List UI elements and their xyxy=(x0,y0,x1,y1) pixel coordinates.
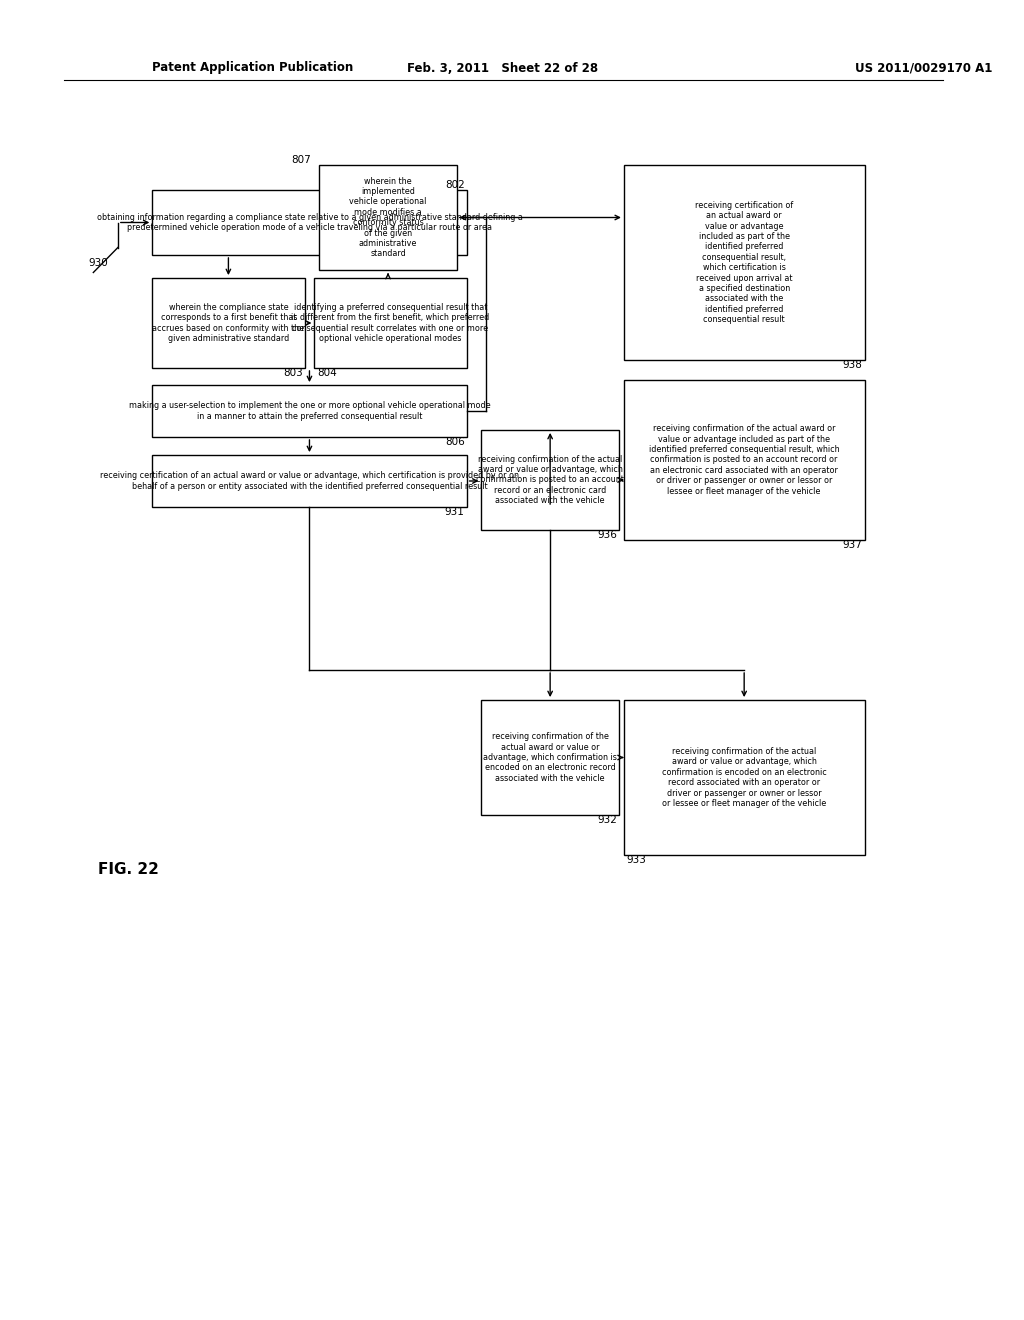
Text: 931: 931 xyxy=(444,507,465,517)
Text: 932: 932 xyxy=(597,814,616,825)
Text: receiving confirmation of the
actual award or value or
advantage, which confirma: receiving confirmation of the actual awa… xyxy=(483,733,617,783)
Text: making a user-selection to implement the one or more optional vehicle operationa: making a user-selection to implement the… xyxy=(129,401,490,421)
Text: receiving certification of an actual award or value or advantage, which certific: receiving certification of an actual awa… xyxy=(100,471,519,491)
Text: receiving confirmation of the actual
award or value or advantage, which
confirma: receiving confirmation of the actual awa… xyxy=(662,747,826,808)
Text: FIG. 22: FIG. 22 xyxy=(98,862,159,878)
Text: 936: 936 xyxy=(597,531,616,540)
Text: 806: 806 xyxy=(444,437,465,447)
Text: 804: 804 xyxy=(317,368,337,378)
Bar xyxy=(624,380,864,540)
Text: wherein the
implemented
vehicle operational
mode modifies a
conformity status
of: wherein the implemented vehicle operatio… xyxy=(349,177,427,259)
Bar xyxy=(481,700,618,814)
Bar xyxy=(624,165,864,360)
Text: identifying a preferred consequential result that
is different from the first be: identifying a preferred consequential re… xyxy=(292,302,489,343)
Text: 807: 807 xyxy=(292,154,311,165)
Text: 802: 802 xyxy=(444,180,465,190)
Bar xyxy=(624,700,864,855)
Bar xyxy=(153,279,304,368)
Bar xyxy=(153,455,467,507)
Bar xyxy=(153,190,467,255)
Bar xyxy=(481,430,618,531)
Text: 933: 933 xyxy=(627,855,646,865)
Text: US 2011/0029170 A1: US 2011/0029170 A1 xyxy=(855,62,992,74)
Bar xyxy=(319,165,457,271)
Text: receiving certification of
an actual award or
value or advantage
included as par: receiving certification of an actual awa… xyxy=(695,201,794,325)
Text: obtaining information regarding a compliance state relative to a given administr: obtaining information regarding a compli… xyxy=(96,213,522,232)
Text: 937: 937 xyxy=(843,540,862,550)
Text: 803: 803 xyxy=(283,368,302,378)
Text: wherein the compliance state
corresponds to a first benefit that
accrues based o: wherein the compliance state corresponds… xyxy=(153,302,304,343)
Text: receiving confirmation of the actual award or
value or advantage included as par: receiving confirmation of the actual awa… xyxy=(649,424,840,496)
Bar xyxy=(314,279,467,368)
Text: 938: 938 xyxy=(843,360,862,370)
Text: 930: 930 xyxy=(88,257,109,268)
Text: Patent Application Publication: Patent Application Publication xyxy=(153,62,353,74)
Text: receiving confirmation of the actual
award or value or advantage, which
confirma: receiving confirmation of the actual awa… xyxy=(476,454,624,506)
Bar xyxy=(153,385,467,437)
Text: Feb. 3, 2011   Sheet 22 of 28: Feb. 3, 2011 Sheet 22 of 28 xyxy=(408,62,599,74)
